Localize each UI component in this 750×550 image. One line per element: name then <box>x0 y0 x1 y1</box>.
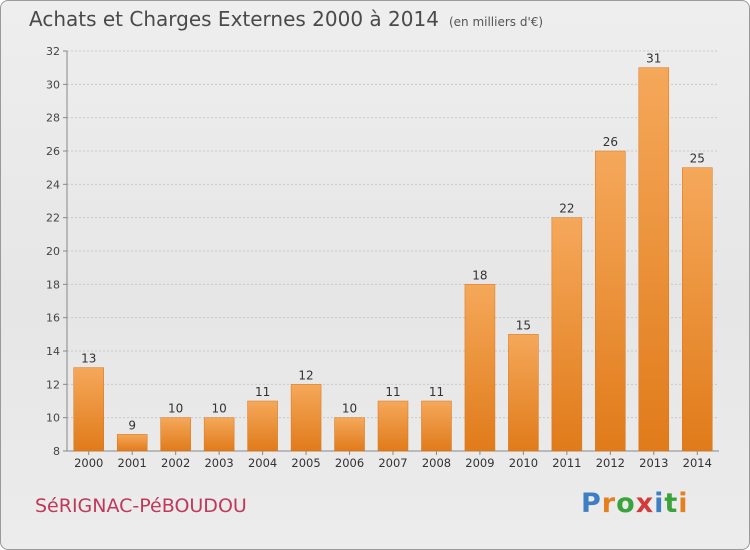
bar-2010 <box>508 334 539 452</box>
x-tick-label: 2012 <box>596 456 625 470</box>
bar-2006 <box>334 417 365 452</box>
bar-2007 <box>377 400 409 452</box>
bar-2003 <box>203 417 235 452</box>
value-label: 22 <box>559 202 574 216</box>
x-tick-label: 2001 <box>118 456 147 470</box>
x-tick-label: 2013 <box>639 456 668 470</box>
logo-letter: t <box>664 488 679 519</box>
x-tick-label: 2005 <box>291 456 320 470</box>
x-tick-label: 2007 <box>378 456 407 470</box>
x-tick-label: 2009 <box>465 456 494 470</box>
x-tick-label: 2003 <box>204 456 233 470</box>
value-label: 11 <box>385 385 400 399</box>
x-tick-label: 2000 <box>74 456 103 470</box>
unit-subtitle: (en milliers d'€) <box>448 15 544 29</box>
value-label: 18 <box>472 268 487 282</box>
y-tick-label: 8 <box>53 445 60 458</box>
labels: 8 10 12 14 16 18 20 22 24 26 28 30 32 13 2000 9 2001 10 20… <box>46 45 712 470</box>
x-tick-label: 2014 <box>683 456 712 470</box>
y-tick-label: 10 <box>46 412 60 425</box>
x-tick-label: 2011 <box>552 456 581 470</box>
y-tick-label: 12 <box>46 378 60 391</box>
logo-letter: P <box>581 488 602 519</box>
bar-2000 <box>73 367 104 452</box>
value-label: 10 <box>342 402 357 416</box>
bar-2001 <box>116 434 148 452</box>
value-label: 26 <box>603 135 618 149</box>
y-tick-label: 20 <box>46 245 60 258</box>
town-name: SéRIGNAC-PéBOUDOU <box>35 495 247 517</box>
y-tick-label: 22 <box>46 212 60 225</box>
y-tick-label: 24 <box>46 178 60 191</box>
bar-2008 <box>421 400 452 452</box>
bar-2013 <box>638 67 670 452</box>
x-tick-label: 2002 <box>161 456 190 470</box>
y-tick-label: 30 <box>46 78 60 91</box>
chart-title: Achats et Charges Externes 2000 à 2014 (e… <box>29 7 543 31</box>
value-label: 10 <box>211 402 226 416</box>
bar-2005 <box>290 384 322 452</box>
logo-letter: i <box>654 488 665 519</box>
x-tick-label: 2006 <box>335 456 364 470</box>
value-label: 10 <box>168 402 183 416</box>
value-label: 9 <box>128 418 136 432</box>
value-label: 13 <box>81 352 96 366</box>
value-label: 11 <box>429 385 444 399</box>
logo-letter: o <box>616 488 636 519</box>
value-label: 25 <box>690 152 705 166</box>
logo-letter: i <box>678 488 689 519</box>
bar-2012 <box>595 150 626 452</box>
value-label: 11 <box>255 385 270 399</box>
logo-letter: r <box>601 488 617 519</box>
x-tick-label: 2004 <box>248 456 277 470</box>
y-tick-label: 16 <box>46 312 60 325</box>
y-tick-label: 14 <box>46 345 60 358</box>
value-label: 12 <box>298 368 313 382</box>
x-tick-label: 2008 <box>422 456 451 470</box>
bar-2011 <box>551 217 583 452</box>
bars <box>73 67 713 452</box>
bar-2014 <box>682 167 713 452</box>
y-tick-label: 26 <box>46 145 60 158</box>
value-label: 31 <box>646 52 661 66</box>
y-tick-label: 28 <box>46 112 60 125</box>
bar-2004 <box>247 400 278 452</box>
value-label: 15 <box>516 318 531 332</box>
title-text: Achats et Charges Externes 2000 à 2014 <box>29 7 439 31</box>
x-tick-label: 2010 <box>509 456 538 470</box>
y-tick-label: 18 <box>46 278 60 291</box>
logo-letter: x <box>635 488 655 519</box>
proxiti-logo[interactable]: Proxiti <box>581 488 689 519</box>
bar-2009 <box>464 284 496 452</box>
bar-2002 <box>160 417 191 452</box>
y-tick-label: 32 <box>46 45 60 58</box>
